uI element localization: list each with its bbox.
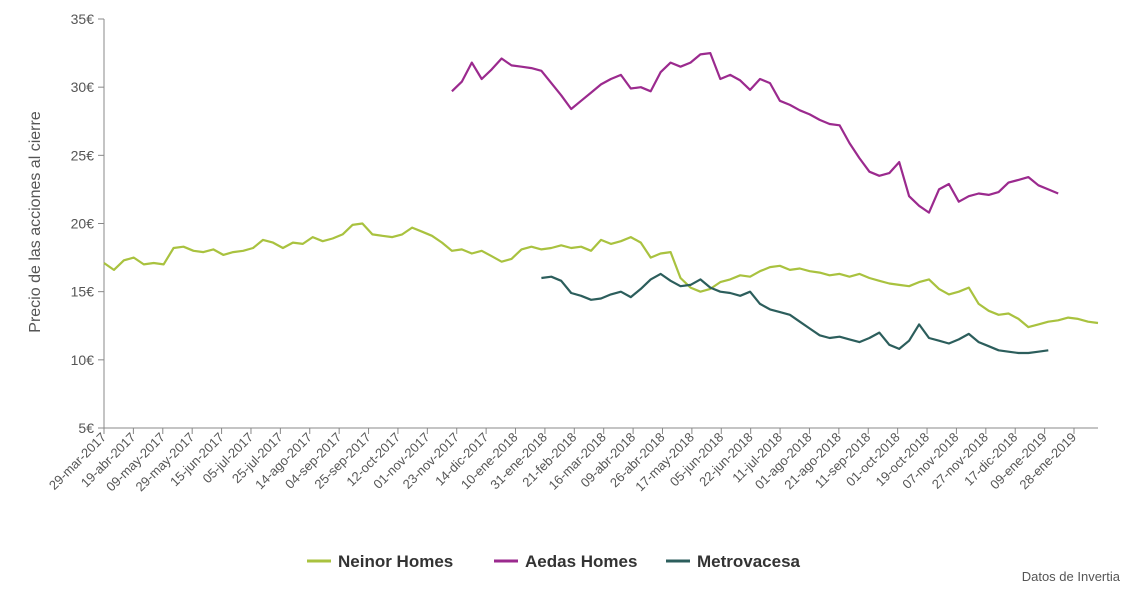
series-line-metrovacesa — [541, 272, 1049, 355]
legend-label-neinor-homes: Neinor Homes — [338, 552, 453, 571]
legend-label-metrovacesa: Metrovacesa — [697, 552, 801, 571]
y-tick-label: 5€ — [78, 420, 94, 436]
y-axis-label: Precio de las acciones al cierre — [27, 111, 44, 333]
series-line-aedas-homes — [451, 51, 1059, 214]
y-tick-label: 30€ — [71, 79, 95, 95]
legend-label-aedas-homes: Aedas Homes — [525, 552, 637, 571]
source-note: Datos de Invertia — [1021, 569, 1120, 584]
y-tick-label: 20€ — [71, 216, 95, 232]
series-group — [103, 51, 1099, 355]
series-line-neinor-homes — [103, 222, 1099, 329]
y-tick-label: 15€ — [71, 284, 95, 300]
y-tick-label: 10€ — [71, 352, 95, 368]
legend: Neinor Homes Aedas Homes Metrovacesa — [307, 552, 801, 571]
y-tick-label: 25€ — [71, 147, 95, 163]
y-tick-label: 35€ — [71, 11, 95, 27]
